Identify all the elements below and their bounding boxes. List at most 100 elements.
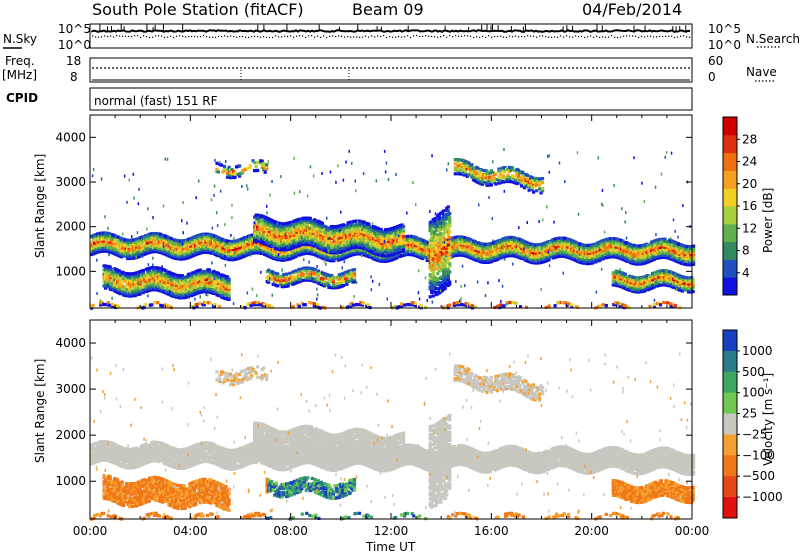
heatmap-cell [402, 241, 406, 245]
heatmap-cell [277, 239, 281, 243]
heatmap-cell [460, 235, 464, 239]
heatmap-cell [281, 222, 285, 226]
heatmap-cell [359, 226, 364, 230]
nsearch-point [500, 35, 502, 37]
nsearch-point [545, 36, 547, 38]
heatmap-cell [415, 236, 419, 240]
heatmap-cell [254, 243, 258, 247]
heatmap-cell [284, 238, 288, 242]
nsky-label: N.Sky [3, 32, 37, 46]
heatmap-cell [692, 262, 696, 266]
heatmap-cell [384, 250, 388, 254]
heatmap-cell [382, 254, 386, 258]
nsearch-point [635, 35, 637, 37]
nsearch-point [110, 35, 112, 37]
heatmap-cell [282, 258, 286, 262]
nsearch-point [320, 36, 322, 38]
nsearch-point [560, 35, 562, 37]
heatmap-cell [100, 245, 104, 249]
nsearch-point [650, 35, 652, 37]
heatmap-cell [132, 240, 136, 244]
heatmap-cell [280, 244, 284, 248]
noise-traces [91, 24, 691, 39]
heatmap-cell [283, 244, 287, 248]
heatmap-cell [332, 227, 336, 231]
nsearch-point [644, 36, 646, 38]
heatmap-cell [574, 240, 578, 245]
heatmap-cell [376, 226, 380, 231]
nsearch-point [518, 36, 520, 38]
nsearch-point [428, 35, 430, 37]
nsearch-point [170, 35, 172, 37]
heatmap-cell [223, 243, 228, 247]
heatmap-cell [324, 253, 328, 258]
nsearch-label: N.Search [746, 32, 800, 46]
nsearch-point [233, 35, 235, 38]
heatmap-cell [531, 242, 535, 247]
heatmap-cell [331, 231, 335, 235]
heatmap-cell [177, 249, 181, 253]
heatmap-cell [227, 255, 231, 259]
nsearch-point [296, 35, 298, 37]
nsearch-point [266, 36, 268, 38]
heatmap-cell [163, 240, 167, 244]
heatmap-cell [208, 243, 213, 247]
heatmap-cell [294, 254, 298, 258]
nsearch-point [683, 35, 685, 37]
heatmap-cell [586, 257, 590, 262]
heatmap-cell [406, 238, 410, 242]
heatmap-cell [145, 243, 149, 247]
heatmap-cell [105, 239, 109, 243]
nsearch-point [536, 36, 538, 38]
heatmap-cell [404, 245, 408, 249]
heatmap-cell [279, 252, 283, 256]
nsearch-point [431, 35, 433, 38]
heatmap-cell [631, 253, 635, 258]
nsearch-point [107, 36, 109, 38]
nsearch-point [269, 36, 271, 39]
heatmap-cell [556, 252, 560, 257]
nsearch-point [668, 35, 670, 37]
heatmap-cell [356, 233, 361, 237]
heatmap-cell [148, 246, 152, 250]
nsearch-point [284, 35, 286, 37]
heatmap-cell [335, 241, 339, 245]
nsearch-point [368, 36, 370, 38]
heatmap-cell [281, 242, 285, 246]
heatmap-cell [284, 236, 288, 240]
heatmap-cell [598, 258, 602, 262]
heatmap-cell [259, 216, 263, 220]
nsearch-point [203, 35, 205, 37]
nsearch-point [146, 36, 148, 38]
heatmap-cell [280, 246, 284, 250]
heatmap-cell [308, 216, 312, 220]
nsearch-point [452, 36, 454, 38]
nsearch-point [554, 36, 556, 38]
nsearch-point [326, 36, 328, 39]
heatmap-cell [652, 257, 657, 261]
nsearch-point [677, 36, 679, 38]
date-label: 04/Feb/2014 [582, 0, 682, 19]
nsearch-point [140, 36, 142, 38]
heatmap-cell [368, 225, 373, 229]
heatmap-cell [329, 243, 333, 247]
nsearch-point [332, 35, 334, 37]
nsearch-point [248, 36, 250, 39]
nsearch-tick-top: 10^5 [708, 22, 741, 36]
heatmap-cell [487, 252, 491, 256]
heatmap-cell [284, 234, 288, 238]
heatmap-cell [199, 241, 204, 245]
nsearch-point [308, 35, 310, 37]
heatmap-cell [328, 228, 332, 232]
nsearch-point [260, 36, 262, 38]
heatmap-cell [461, 249, 465, 253]
nsearch-point [137, 35, 139, 37]
nsearch-point [647, 35, 649, 37]
heatmap-cell [473, 240, 477, 244]
nsearch-point [374, 36, 376, 38]
heatmap-cell [400, 223, 404, 227]
heatmap-cell [280, 232, 284, 236]
heatmap-cell [278, 236, 282, 240]
heatmap-cell [402, 235, 406, 239]
nsearch-point [299, 35, 301, 37]
